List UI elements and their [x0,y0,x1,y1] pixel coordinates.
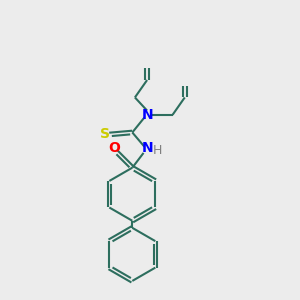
Text: N: N [141,141,153,155]
Text: N: N [141,108,153,122]
Text: S: S [100,128,110,142]
Text: O: O [108,141,120,155]
Text: H: H [152,144,162,157]
